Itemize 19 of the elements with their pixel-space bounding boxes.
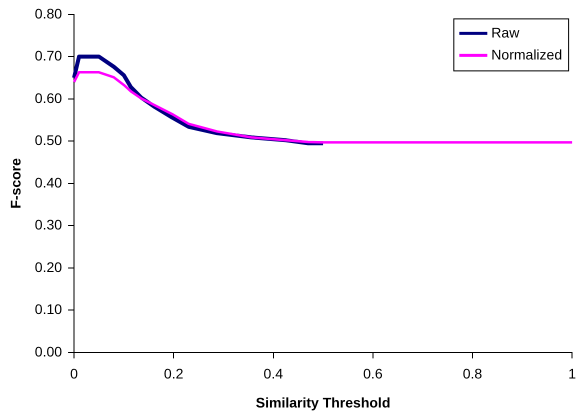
y-tick-label: 0.30 xyxy=(34,216,62,233)
y-tick-label: 0.20 xyxy=(34,258,62,275)
legend-label: Raw xyxy=(491,24,520,40)
x-tick-label: 0 xyxy=(70,366,78,382)
legend-label: Normalized xyxy=(491,46,562,62)
x-tick-label: 0.4 xyxy=(264,366,284,382)
x-tick-label: 0.2 xyxy=(164,366,184,382)
y-tick-label: 0.10 xyxy=(34,301,62,318)
x-axis-title: Similarity Threshold xyxy=(256,394,390,410)
y-tick-label: 0.80 xyxy=(34,5,62,22)
x-tick-label: 1 xyxy=(568,366,576,382)
y-axis-title: F-score xyxy=(7,158,24,209)
x-tick-label: 0.6 xyxy=(363,366,383,382)
y-tick-label: 0.40 xyxy=(34,174,62,190)
y-tick-label: 0.60 xyxy=(34,90,62,106)
y-tick-label: 0.00 xyxy=(34,343,62,360)
y-tick-label: 0.70 xyxy=(34,48,62,64)
y-tick-label: 0.50 xyxy=(34,132,62,148)
x-tick-label: 0.8 xyxy=(462,366,482,382)
